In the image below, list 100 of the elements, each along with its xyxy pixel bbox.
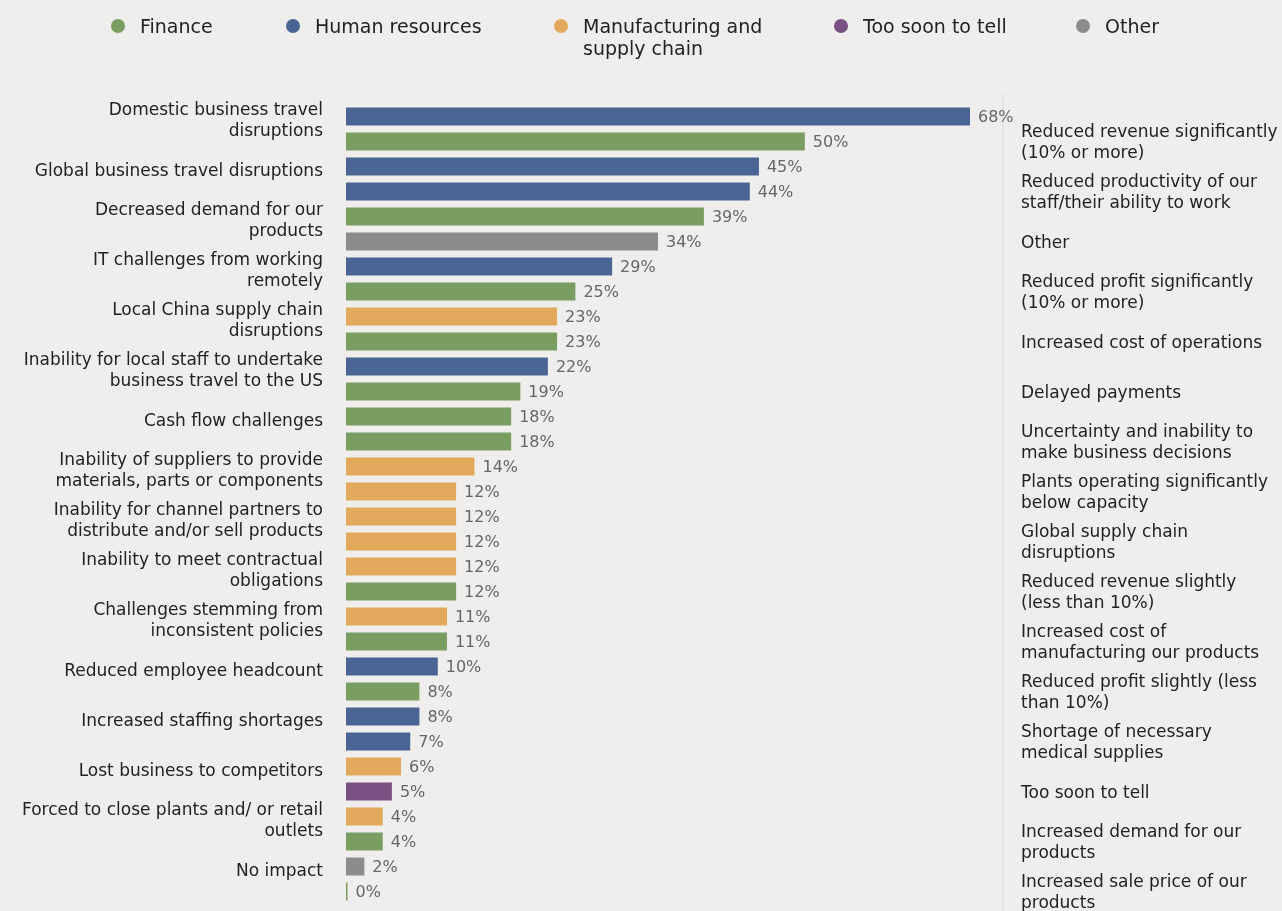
y-tick-label: Global business travel disruptions (34, 159, 324, 180)
data-label: 18% (519, 432, 555, 451)
bar (346, 607, 447, 626)
bar (346, 632, 447, 651)
data-label: 23% (565, 332, 601, 351)
bar (346, 132, 805, 151)
legend-label: Too soon to tell (862, 15, 1007, 37)
data-label: 2% (372, 857, 398, 876)
y-tick-label: Increased staffing shortages (81, 709, 324, 730)
data-label: 4% (390, 807, 417, 826)
text: Plants operating significantly below capacity (1021, 471, 1269, 512)
bar (346, 457, 475, 476)
y-tick-label: Decreased demand for our products (94, 199, 324, 240)
bar (346, 382, 521, 401)
bar (346, 232, 658, 251)
legend-label: Manufacturing and supply chain (583, 15, 763, 59)
bar (346, 257, 613, 276)
bar (346, 857, 365, 876)
data-label: 0% (355, 882, 381, 901)
bar (346, 532, 457, 551)
y-tick-label: Cash flow challenges (143, 409, 324, 430)
bar (346, 432, 512, 451)
text: Too soon to tell (1020, 781, 1150, 802)
bar (346, 332, 558, 351)
text: Other (1021, 231, 1070, 252)
text: Increased cost of operations (1021, 331, 1263, 352)
data-label: 14% (482, 457, 519, 476)
y-tick-label: Forced to close plants and/ or retail outlets (22, 799, 324, 840)
data-label: 29% (620, 257, 656, 276)
bar (346, 507, 457, 526)
data-label: 8% (427, 682, 453, 701)
bar (346, 557, 457, 576)
y-tick-label: Inability for local staff to undertake business travel to the US (23, 349, 323, 390)
y-tick-label: Challenges stemming from inconsistent policies (93, 599, 324, 640)
data-label: 12% (464, 532, 500, 551)
data-label: 25% (583, 282, 619, 301)
y-tick-label: Reduced employee headcount (64, 659, 324, 680)
text: Reduced revenue slightly (less than 10%) (1021, 571, 1237, 612)
text: Increased sale price of our products (1021, 871, 1247, 911)
data-label: 34% (666, 232, 702, 251)
bar (346, 732, 411, 751)
data-label: 19% (528, 382, 564, 401)
bar (346, 582, 457, 601)
bar (346, 307, 558, 326)
data-label: 11% (454, 607, 491, 626)
bar (346, 357, 548, 376)
legend-label: Finance (140, 15, 213, 37)
bar (346, 832, 383, 851)
data-label: 39% (711, 207, 748, 226)
data-label: 4% (390, 832, 417, 851)
text: Increased demand for our products (1021, 821, 1242, 862)
y-tick-label: Domestic business travel disruptions (108, 99, 324, 140)
data-label: 23% (565, 307, 601, 326)
data-label: 22% (555, 357, 592, 376)
data-label: 12% (464, 582, 500, 601)
data-label: 45% (766, 157, 803, 176)
data-label: 44% (757, 182, 794, 201)
y-tick-label: Inability for channel partners to distribute and/or sell products (53, 499, 324, 540)
text: Reduced profit slightly (less than 10%) (1021, 671, 1258, 712)
data-label: 68% (978, 107, 1014, 126)
y-tick-label: Local China supply chain disruptions (112, 299, 324, 340)
text: Global supply chain disruptions (1021, 521, 1189, 562)
bar (346, 407, 512, 426)
legend-label: Human resources (315, 15, 482, 37)
text: Delayed payments (1021, 381, 1182, 402)
y-tick-label: Lost business to competitors (78, 759, 324, 780)
text: Reduced productivity of our staff/their ability to work (1021, 171, 1258, 212)
data-label: 12% (464, 557, 500, 576)
bar (346, 207, 704, 226)
data-label: 11% (454, 632, 491, 651)
data-label: 8% (427, 707, 453, 726)
data-label: 5% (399, 782, 426, 801)
bar (346, 782, 392, 801)
data-label: 7% (418, 732, 444, 751)
text: Reduced profit significantly (10% or more) (1021, 271, 1254, 312)
text: Increased cost of manufacturing our products (1021, 621, 1260, 662)
bar (346, 757, 402, 776)
bar (346, 157, 759, 176)
y-tick-label: Inability to meet contractual obligations (81, 549, 324, 590)
legend-label: Other (1105, 15, 1160, 37)
bar (346, 707, 420, 726)
text: Shortage of necessary medical supplies (1021, 721, 1212, 762)
data-label: 10% (445, 657, 482, 676)
bar (346, 482, 457, 501)
text: Reduced revenue significantly (10% or more) (1021, 121, 1278, 162)
bar (346, 182, 750, 201)
data-label: 12% (464, 507, 500, 526)
bar (346, 682, 420, 701)
bar (346, 282, 576, 301)
data-label: 6% (409, 757, 435, 776)
y-tick-label: No impact (235, 859, 324, 880)
bar (346, 107, 970, 126)
text: Uncertainty and inability to make business decisions (1021, 421, 1254, 462)
y-tick-label: Inability of suppliers to provide materials, parts or components (55, 449, 324, 490)
bar (346, 807, 383, 826)
y-tick-label: IT challenges from working remotely (93, 249, 323, 290)
data-label: 50% (812, 132, 849, 151)
data-label: 12% (464, 482, 500, 501)
bar (346, 657, 438, 676)
data-label: 18% (519, 407, 555, 426)
